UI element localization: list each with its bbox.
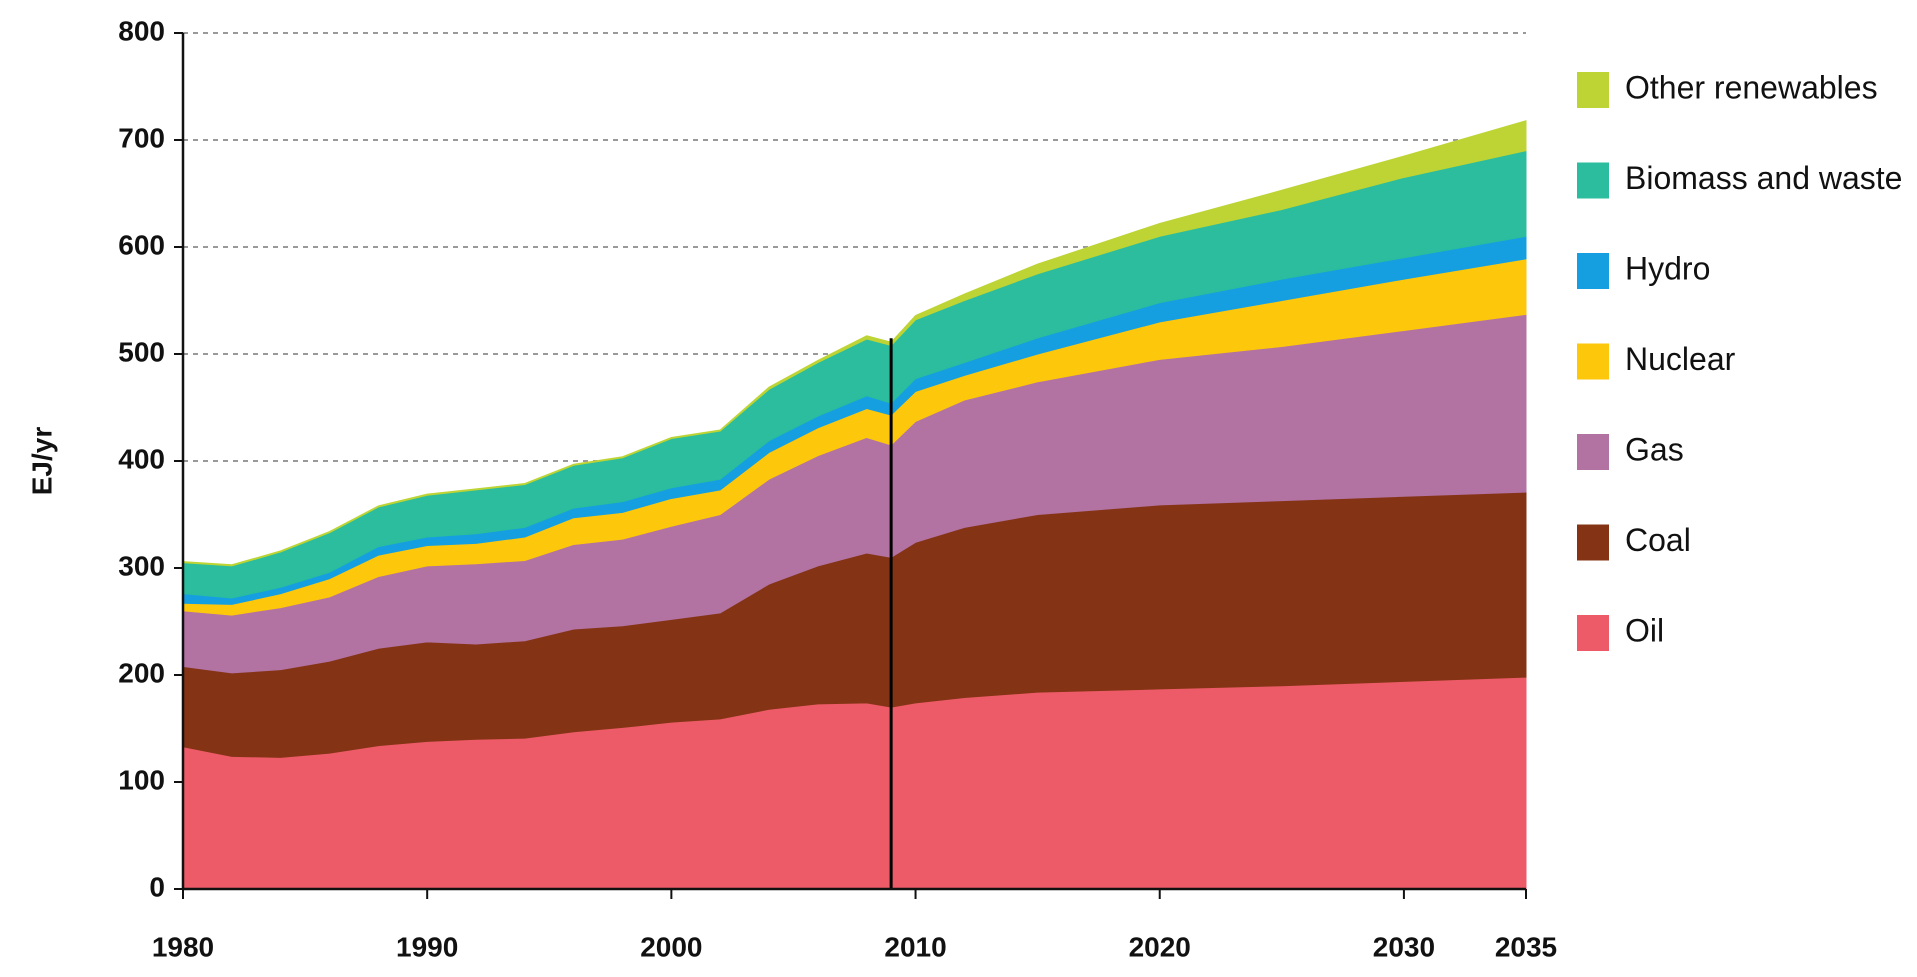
- legend-swatch: [1577, 343, 1609, 380]
- legend-label: Hydro: [1625, 250, 1710, 286]
- areas: [182, 120, 1527, 890]
- legend-label: Biomass and waste: [1625, 160, 1902, 196]
- legend-label: Gas: [1625, 431, 1684, 467]
- x-tick-label: 2035: [1495, 931, 1557, 962]
- y-axis-label: EJ/yr: [26, 427, 57, 496]
- legend-label: Oil: [1625, 612, 1664, 648]
- y-tick-label: 200: [118, 657, 165, 688]
- axes: 0 100 200 300 400 500 600 700 800 1980 1990 2000 201…: [118, 15, 1557, 962]
- legend-swatch: [1577, 524, 1609, 561]
- y-tick-label: 700: [118, 122, 165, 153]
- y-tick-label: 400: [118, 443, 165, 474]
- x-tick-label: 2010: [884, 931, 946, 962]
- legend-label: Nuclear: [1625, 341, 1736, 377]
- x-tick-label: 1980: [152, 931, 214, 962]
- legend-label: Other renewables: [1625, 69, 1878, 105]
- area: [182, 120, 1527, 567]
- legend-swatch: [1577, 72, 1609, 108]
- y-tick-label: 800: [118, 15, 165, 46]
- y-tick-label: 100: [118, 764, 165, 795]
- x-tick-label: 1990: [396, 931, 458, 962]
- y-tick-label: 300: [118, 550, 165, 581]
- legend-swatch: [1577, 615, 1609, 651]
- legend-swatch: [1577, 162, 1609, 199]
- x-tick-label: 2020: [1129, 931, 1191, 962]
- y-tick-label: 600: [118, 229, 165, 260]
- y-tick-label: 0: [149, 871, 165, 902]
- legend-swatch: [1577, 434, 1609, 470]
- x-tick-label: 2030: [1373, 931, 1435, 962]
- y-tick-label: 500: [118, 336, 165, 367]
- x-tick-label: 2000: [640, 931, 702, 962]
- legend-label: Coal: [1625, 522, 1691, 558]
- legend-swatch: [1577, 253, 1609, 289]
